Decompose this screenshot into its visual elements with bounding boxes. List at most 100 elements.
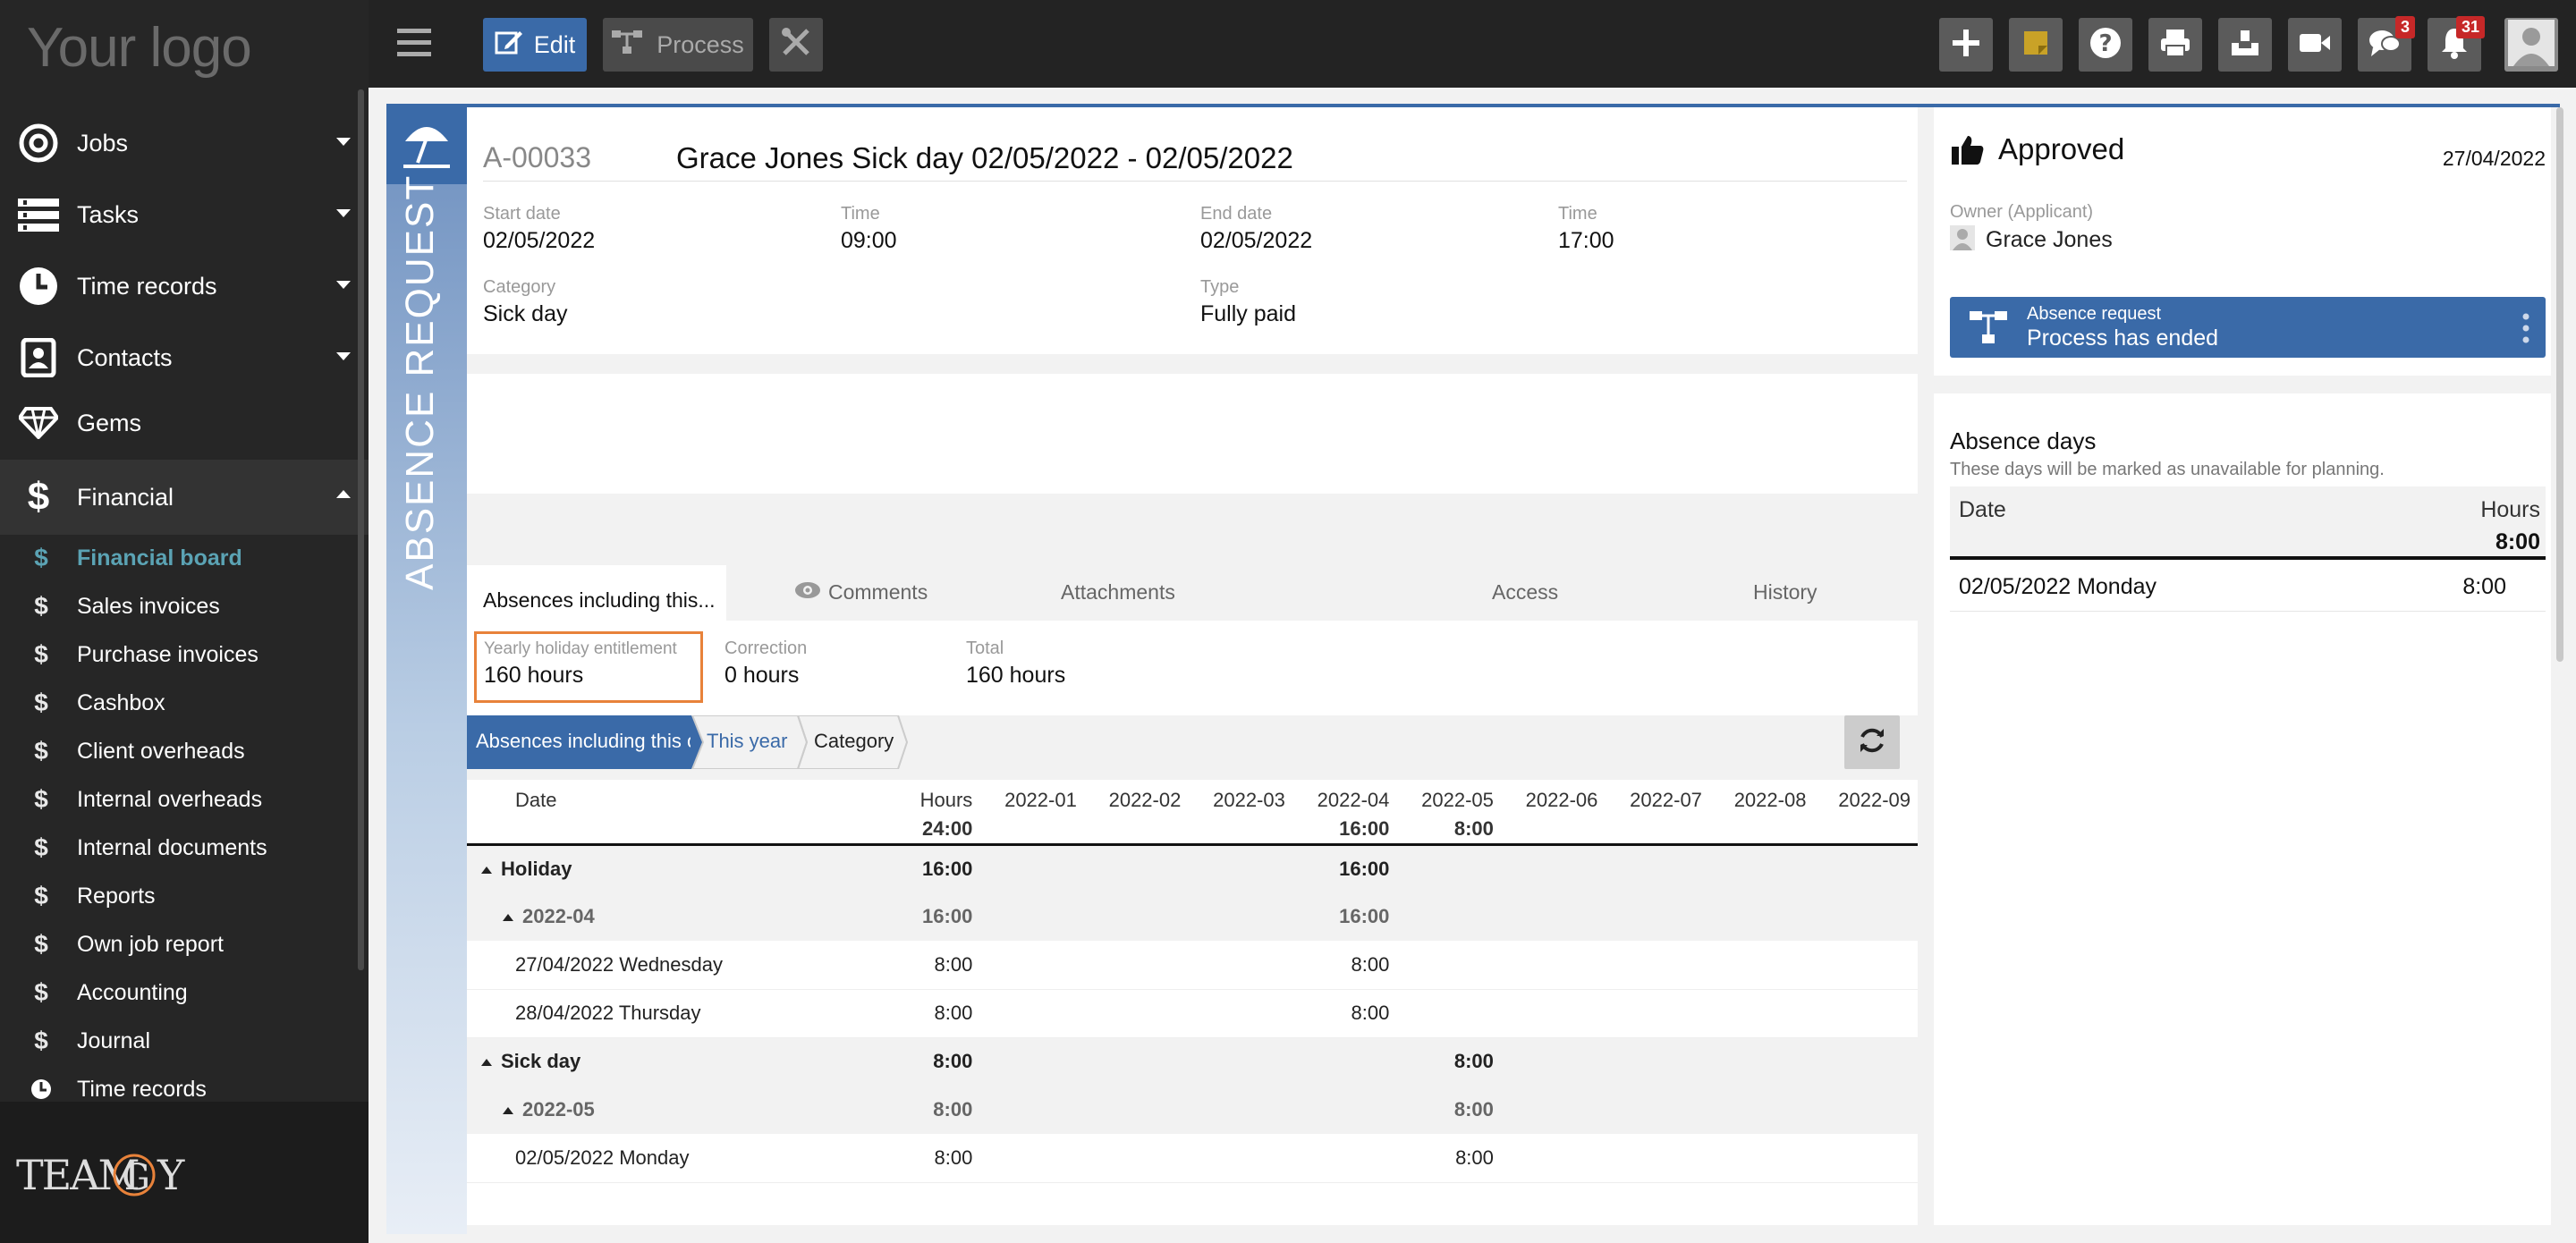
col-header-hours[interactable]: Hours 24:00 [891,776,979,844]
sticky-note-button[interactable] [2009,18,2063,72]
sidebar-item-reports[interactable]: $ Reports [0,872,369,920]
collapse-arrow-icon[interactable] [503,914,513,922]
process-status-card[interactable]: Absence request Process has ended [1950,297,2546,358]
total-field[interactable]: Total 160 hours [966,638,1065,689]
tab-access[interactable]: Access [1492,565,1558,619]
start-time-field[interactable]: Time 09:00 [841,204,897,254]
col-header-hours[interactable]: Hours [2480,497,2540,522]
collapse-arrow-icon[interactable] [503,1107,513,1115]
dollar-icon: $ [34,978,48,1006]
nav-financial[interactable]: $ Financial [0,460,369,535]
process-button[interactable]: Process [603,18,753,72]
page-scrollbar[interactable] [2556,107,2563,662]
help-button[interactable]: ? [2079,18,2132,72]
owner-field[interactable]: Grace Jones [1950,225,2113,255]
breadcrumb-item-3[interactable]: Category [814,730,894,752]
field-label: Total [966,638,1004,658]
yearly-entitlement[interactable]: Yearly holiday entitlement 160 hours [474,631,703,703]
table-group-row[interactable]: Sick day 8:00 8:00 [467,1037,1918,1086]
table-cell: 8:00 [1292,941,1397,990]
col-header-month[interactable]: 2022-05 8:00 [1396,776,1501,844]
col-header-month[interactable]: 2022-07 [1605,776,1709,844]
process-icon [612,29,644,62]
record-id: A-00033 [483,141,591,173]
sidebar-item-journal[interactable]: $ Journal [0,1017,369,1065]
sidebar-item-sales-invoices[interactable]: $ Sales invoices [0,582,369,630]
start-date-field[interactable]: Start date 02/05/2022 [483,204,595,254]
video-button[interactable] [2288,18,2342,72]
workflow-icon [1970,309,2009,350]
col-header-month[interactable]: 2022-04 16:00 [1292,776,1397,844]
nav-time-records[interactable]: Time records [0,250,369,322]
sidebar-item-label: Client overheads [77,738,245,764]
table-cell [1500,1134,1606,1183]
nav-gems[interactable]: Gems [0,388,369,458]
absence-days-header: Date Hours 8:00 [1950,486,2546,560]
notifications-button[interactable]: 31 [2428,16,2485,72]
menu-icon[interactable] [397,27,431,63]
col-header-month[interactable]: 2022-09 [1813,776,1918,844]
nav-jobs[interactable]: Jobs [0,107,369,179]
sidebar-item-client-overheads[interactable]: $ Client overheads [0,727,369,775]
sidebar-item-accounting[interactable]: $ Accounting [0,968,369,1017]
sidebar-scrollbar[interactable] [358,89,364,970]
breadcrumb-item-2[interactable]: This year [707,730,788,752]
sidebar-item-financial-board[interactable]: $ Financial board [0,534,369,582]
table-group-row[interactable]: 2022-04 16:00 16:00 [467,892,1918,941]
collapse-arrow-icon[interactable] [481,1059,492,1067]
table-cell [1500,1037,1606,1086]
sidebar-item-internal-overheads[interactable]: $ Internal overheads [0,775,369,824]
correction-field[interactable]: Correction 0 hours [724,638,807,689]
status-panel: Approved 27/04/2022 Owner (Applicant) Gr… [1934,107,2551,376]
sidebar-item-internal-documents[interactable]: $ Internal documents [0,824,369,872]
sidebar-item-purchase-invoices[interactable]: $ Purchase invoices [0,630,369,679]
col-header-date[interactable]: Date [467,776,891,844]
col-header-month[interactable]: 2022-03 [1188,776,1292,844]
more-vertical-icon[interactable] [2522,313,2529,348]
breadcrumb-item-1[interactable]: Absences including this o... [476,730,691,752]
chat-button[interactable]: 3 [2358,16,2415,72]
table-group-row[interactable]: 2022-05 8:00 8:00 [467,1086,1918,1134]
tools-button[interactable] [769,18,823,72]
inbox-button[interactable] [2218,18,2272,72]
table-group-row[interactable]: Holiday 16:00 16:00 [467,844,1918,892]
table-cell [1708,1037,1814,1086]
tab-absences[interactable]: Absences including this... [467,565,726,621]
col-header-month[interactable]: 2022-02 [1084,776,1189,844]
edit-button[interactable]: Edit [483,18,587,72]
table-row[interactable]: 02/05/2022 Monday 8:00 8:00 [467,1134,1918,1183]
description-panel[interactable] [467,374,1918,494]
sidebar-item-own-job-report[interactable]: $ Own job report [0,920,369,968]
print-button[interactable] [2148,18,2202,72]
cell-text: 8:00 [1351,1002,1390,1024]
cell-text: 8:00 [1455,1146,1494,1169]
tab-history[interactable]: History [1753,565,1818,619]
col-header-month[interactable]: 2022-01 [979,776,1084,844]
col-label: 2022-08 [1733,789,1807,811]
nav-tasks[interactable]: Tasks [0,179,369,250]
sticky-note-icon [2022,30,2049,61]
refresh-button[interactable] [1844,715,1900,769]
table-row[interactable]: 27/04/2022 Wednesday 8:00 8:00 [467,941,1918,990]
sidebar-item-cashbox[interactable]: $ Cashbox [0,679,369,727]
tab-attachments[interactable]: Attachments [1061,565,1175,619]
tab-comments[interactable]: Comments [794,565,928,619]
user-avatar-button[interactable] [2504,18,2558,72]
col-header-month[interactable]: 2022-08 [1709,776,1814,844]
table-cell: 16:00 [1292,844,1397,892]
collapse-arrow-icon[interactable] [481,866,492,874]
end-date-field[interactable]: End date 02/05/2022 [1200,204,1312,254]
category-field[interactable]: Category Sick day [483,277,567,327]
add-button[interactable] [1939,18,1993,72]
list-item[interactable]: 02/05/2022 Monday 8:00 [1950,560,2546,612]
table-cell: 16:00 [1292,892,1397,941]
sidebar-item-time-records[interactable]: Time records [0,1065,369,1113]
table-cell [1813,1037,1918,1086]
type-field[interactable]: Type Fully paid [1200,277,1296,327]
col-header-month[interactable]: 2022-06 [1501,776,1606,844]
sidebar-item-label: Internal overheads [77,786,263,812]
col-header-date[interactable]: Date [1959,497,2006,522]
table-row[interactable]: 28/04/2022 Thursday 8:00 8:00 [467,989,1918,1038]
nav-contacts[interactable]: Contacts [0,322,369,393]
end-time-field[interactable]: Time 17:00 [1558,204,1614,254]
